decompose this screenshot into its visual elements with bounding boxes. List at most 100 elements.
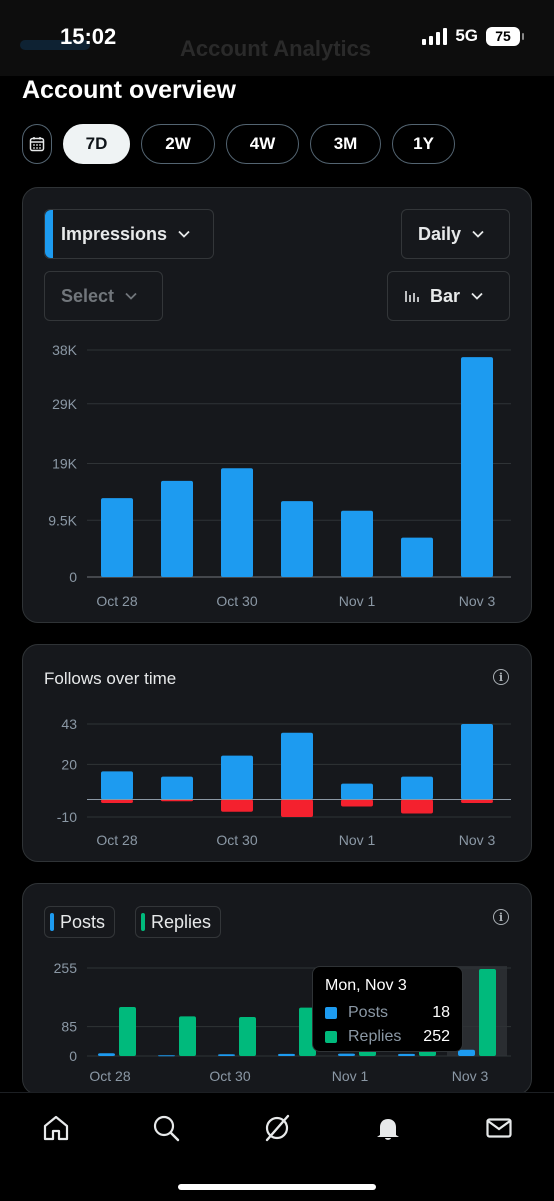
posts-bar[interactable] [158, 1055, 175, 1057]
range-1y-button[interactable]: 1Y [392, 124, 455, 164]
impressions-bar[interactable] [461, 357, 493, 577]
metric-select-label: Impressions [61, 223, 168, 244]
bottom-nav [0, 1092, 554, 1201]
range-3m-button[interactable]: 3M [310, 124, 381, 164]
info-icon[interactable]: i [493, 909, 509, 925]
grok-icon[interactable] [262, 1113, 292, 1143]
bar-chart-icon [405, 291, 419, 302]
search-icon[interactable] [151, 1113, 181, 1143]
home-icon[interactable] [41, 1113, 71, 1143]
x-tick-label: Oct 28 [89, 1068, 130, 1082]
y-tick-label: -10 [57, 809, 77, 825]
lost-follows-bar[interactable] [341, 799, 373, 807]
network-type: 5G [455, 26, 478, 45]
posts-color-swatch [50, 913, 54, 931]
tooltip-posts-value: 18 [432, 1004, 450, 1021]
lost-follows-bar[interactable] [101, 799, 133, 803]
chart-type-select[interactable]: Bar [387, 271, 510, 321]
gained-follows-bar[interactable] [161, 776, 193, 800]
legend-replies-label: Replies [151, 911, 212, 932]
impressions-bar[interactable] [161, 480, 193, 577]
impressions-bar[interactable] [101, 498, 133, 577]
x-tick-label: Nov 3 [459, 593, 496, 608]
y-tick-label: 20 [61, 756, 77, 772]
impressions-bar[interactable] [401, 537, 433, 577]
interval-select-label: Daily [418, 223, 462, 244]
x-tick-label: Oct 28 [96, 593, 137, 608]
info-icon[interactable]: i [493, 669, 509, 685]
posts-bar[interactable] [338, 1053, 355, 1056]
chevron-down-icon [125, 292, 137, 300]
legend-posts[interactable]: Posts [44, 906, 115, 938]
replies-bar[interactable] [179, 1016, 196, 1056]
gained-follows-bar[interactable] [401, 776, 433, 800]
posts-bar[interactable] [218, 1054, 235, 1056]
gained-follows-bar[interactable] [281, 732, 313, 800]
tooltip-title: Mon, Nov 3 [325, 977, 407, 994]
x-tick-label: Nov 3 [459, 832, 496, 848]
lost-follows-bar[interactable] [221, 799, 253, 812]
compare-select-label: Select [61, 285, 115, 306]
cellular-signal-icon [422, 27, 448, 45]
lost-follows-bar[interactable] [401, 799, 433, 814]
replies-bar[interactable] [299, 1007, 316, 1056]
gained-follows-bar[interactable] [221, 755, 253, 800]
y-tick-label: 0 [69, 1048, 77, 1064]
posts-bar[interactable] [398, 1053, 415, 1056]
x-tick-label: Oct 30 [216, 832, 257, 848]
y-tick-label: 9.5K [48, 512, 77, 528]
y-tick-label: 0 [69, 569, 77, 585]
impressions-bar[interactable] [221, 468, 253, 577]
lost-follows-bar[interactable] [281, 799, 313, 817]
legend-posts-label: Posts [60, 911, 106, 932]
compare-select[interactable]: Select [44, 271, 163, 321]
x-tick-label: Nov 1 [339, 593, 376, 608]
x-tick-label: Oct 30 [216, 593, 257, 608]
posts-bar[interactable] [458, 1049, 475, 1056]
x-tick-label: Oct 30 [209, 1068, 250, 1082]
legend-replies[interactable]: Replies [135, 906, 221, 938]
messages-icon[interactable] [484, 1113, 514, 1143]
range-7d-button[interactable]: 7D [63, 124, 130, 164]
interval-select[interactable]: Daily [401, 209, 510, 259]
replies-bar[interactable] [479, 969, 496, 1056]
gained-follows-bar[interactable] [101, 771, 133, 800]
x-tick-label: Nov 1 [339, 832, 376, 848]
follows-bar-chart: -10 20 43 Oct 28 Oct 30 Nov 1 Nov 3 [57, 716, 511, 848]
x-tick-label: Nov 1 [332, 1068, 369, 1082]
status-time: 15:02 [60, 24, 117, 49]
replies-bar[interactable] [119, 1006, 136, 1056]
calendar-icon [29, 137, 45, 152]
posts-bar[interactable] [278, 1053, 295, 1056]
tooltip-replies-value: 252 [423, 1028, 450, 1045]
tooltip-posts-label: Posts [348, 1004, 389, 1021]
posts-color-swatch [325, 1007, 337, 1019]
y-tick-label: 29K [52, 396, 78, 412]
impressions-bar[interactable] [281, 501, 313, 577]
tooltip-row-replies: Replies 252 [325, 1027, 450, 1047]
replies-color-swatch [325, 1031, 337, 1043]
chart-type-select-label: Bar [430, 285, 461, 306]
replies-color-swatch [141, 913, 145, 931]
chart-tooltip: Mon, Nov 3 Posts 18 Replies 252 [312, 966, 463, 1052]
impressions-card: Impressions Daily Select Bar 0 9.5K 19K 29K… [22, 187, 532, 623]
tooltip-row-posts: Posts 18 [325, 1003, 450, 1023]
metric-select[interactable]: Impressions [44, 209, 214, 259]
impressions-bar[interactable] [341, 510, 373, 577]
gained-follows-bar[interactable] [341, 783, 373, 800]
range-2w-button[interactable]: 2W [141, 124, 215, 164]
x-tick-label: Oct 28 [96, 832, 137, 848]
posts-bar[interactable] [98, 1053, 115, 1056]
lost-follows-bar[interactable] [461, 799, 493, 803]
range-4w-button[interactable]: 4W [226, 124, 299, 164]
header-title: Account Analytics [180, 36, 372, 61]
y-tick-label: 255 [54, 960, 78, 976]
calendar-button[interactable] [22, 124, 52, 164]
replies-bar[interactable] [239, 1017, 256, 1056]
status-indicators: 5G 75 [422, 26, 524, 46]
y-tick-label: 43 [61, 716, 77, 732]
notifications-icon[interactable] [373, 1113, 403, 1143]
gained-follows-bar[interactable] [461, 724, 493, 800]
battery-icon: 75 [486, 26, 524, 46]
chevron-down-icon [178, 230, 190, 238]
